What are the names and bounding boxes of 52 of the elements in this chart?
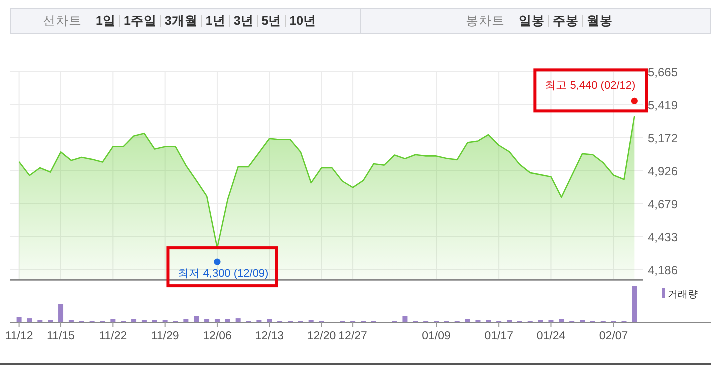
bar — [27, 318, 32, 322]
y-tick-label: 4,186 — [648, 264, 678, 278]
text: 월봉 — [587, 14, 613, 28]
x-tick-label: 12/13 — [255, 330, 284, 342]
text: 3년 — [234, 14, 254, 28]
x-tick-label: 11/12 — [5, 330, 34, 342]
y-tick-label: 4,433 — [648, 230, 678, 244]
text: 주봉 — [553, 14, 579, 28]
text: 봉차트 — [466, 14, 505, 28]
text: 5년 — [262, 14, 282, 28]
y-tick-label: 4,926 — [648, 164, 678, 178]
bar — [16, 317, 22, 322]
bar — [110, 319, 116, 322]
y-tick-label: 5,419 — [648, 98, 678, 112]
bar — [267, 319, 272, 322]
annotation-box: 최저 4,300 (12/09) — [166, 246, 278, 288]
bar — [236, 318, 241, 322]
text: 10년 — [290, 14, 317, 28]
text: 선차트 — [43, 14, 82, 28]
y-tick-label: 5,665 — [648, 66, 678, 80]
bar — [58, 304, 64, 322]
bar — [204, 319, 210, 322]
bar — [225, 319, 230, 322]
annotation: 최고 5,440 (02/12) — [545, 80, 636, 92]
bar — [132, 319, 137, 322]
y-tick-label: 4,679 — [648, 198, 678, 212]
x-tick-label: 12/06 — [203, 330, 232, 342]
annotation: 최저 4,300 (12/09) — [178, 268, 269, 280]
x-tick-label: 02/07 — [599, 330, 628, 342]
text: 1일 — [96, 14, 116, 28]
text: 1년 — [206, 14, 226, 28]
text: 3개월 — [164, 14, 198, 28]
bar — [194, 316, 200, 322]
legend-label: 거래량 — [668, 290, 698, 300]
y-tick-label: 5,172 — [648, 132, 678, 146]
x-tick-label: 11/15 — [47, 330, 75, 342]
text: 일봉 — [519, 14, 545, 28]
bar — [402, 316, 408, 322]
x-tick-label: 12/27 — [338, 330, 368, 342]
x-tick-label: 01/24 — [536, 330, 566, 342]
bar — [465, 319, 470, 322]
bar — [559, 319, 564, 322]
bar — [214, 319, 220, 322]
x-tick-label: 01/17 — [484, 330, 514, 342]
annotation-box: 최고 5,440 (02/12) — [534, 68, 648, 113]
text: 1주일 — [124, 14, 157, 28]
x-tick-label: 11/22 — [99, 330, 128, 342]
bar — [632, 286, 638, 322]
x-tick-label: 12/20 — [307, 330, 336, 342]
x-tick-label: 01/09 — [422, 330, 451, 342]
bar — [184, 319, 189, 322]
x-tick-label: 11/29 — [151, 330, 180, 342]
